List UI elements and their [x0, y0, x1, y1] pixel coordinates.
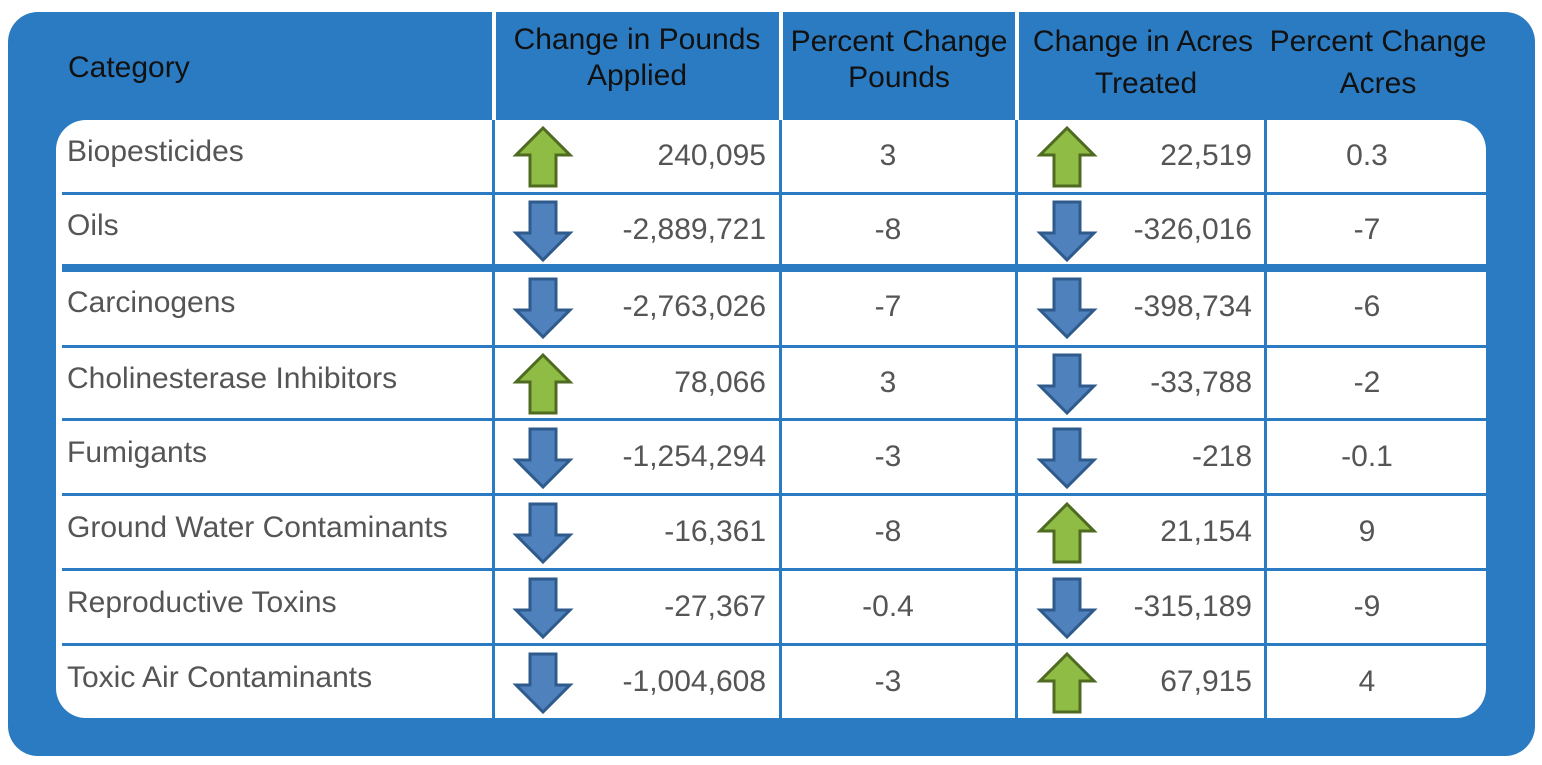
header-acres-line1: Change in Acres [1032, 25, 1254, 58]
category-cell: Biopesticides [67, 134, 244, 168]
acres-change-cell: 67,915 [1160, 665, 1252, 698]
percent-pounds-cell: -7 [874, 290, 902, 323]
pounds-change-cell: -1,004,608 [622, 665, 766, 698]
percent-acres-cell: -2 [1353, 365, 1381, 399]
acres-change-cell: -326,016 [1133, 212, 1252, 246]
down-arrow-icon [512, 501, 574, 565]
category-cell: Carcinogens [67, 286, 236, 319]
percent-acres-cell: 9 [1358, 514, 1376, 548]
up-arrow-icon [1036, 501, 1098, 565]
down-arrow-icon [1036, 352, 1098, 416]
header-percent-pounds: Percent Change Pounds [783, 24, 1015, 96]
row-divider [62, 493, 1486, 496]
header-pct-pounds-line1: Percent Change [790, 25, 1008, 58]
row-divider [62, 345, 1486, 348]
up-arrow-icon [1036, 651, 1098, 715]
category-cell: Toxic Air Contaminants [67, 661, 373, 694]
up-arrow-icon [512, 352, 574, 416]
row-divider [62, 643, 1486, 646]
percent-pounds-cell: -8 [874, 514, 902, 548]
up-arrow-icon [1036, 125, 1098, 189]
percent-pounds-cell: -3 [874, 665, 902, 698]
percent-acres-cell: 4 [1358, 665, 1376, 698]
header-acres-line2: Treated [1094, 67, 1198, 100]
header-pounds-applied: Change in Pounds Applied [498, 22, 776, 94]
column-divider [779, 120, 782, 720]
percent-pounds-cell: 3 [879, 138, 897, 172]
down-arrow-icon [1036, 426, 1098, 490]
down-arrow-icon [1036, 576, 1098, 640]
percent-pounds-cell: -8 [874, 212, 902, 246]
column-divider [492, 120, 495, 720]
pounds-change-cell: 240,095 [657, 138, 766, 172]
percent-acres-cell: -0.1 [1341, 439, 1393, 473]
header-acres-treated: Change in Acres Treated [1025, 24, 1261, 102]
down-arrow-icon [512, 576, 574, 640]
pounds-change-cell: -2,763,026 [622, 290, 766, 323]
pounds-change-cell: -27,367 [664, 589, 766, 623]
category-cell: Cholinesterase Inhibitors [67, 361, 398, 395]
pounds-change-cell: -16,361 [664, 514, 766, 548]
percent-acres-cell: -9 [1353, 589, 1381, 623]
row-divider [62, 264, 1486, 272]
down-arrow-icon [512, 199, 574, 263]
pounds-change-cell: -1,254,294 [622, 439, 766, 473]
down-arrow-icon [512, 651, 574, 715]
row-divider [62, 568, 1486, 571]
percent-pounds-cell: -3 [874, 439, 902, 473]
category-cell: Oils [67, 208, 119, 242]
header-pct-acres-line2: Acres [1339, 67, 1417, 100]
percent-acres-cell: -6 [1353, 290, 1381, 323]
category-cell: Fumigants [67, 435, 208, 469]
header-pounds-line2: Applied [586, 59, 688, 92]
pounds-change-cell: 78,066 [674, 365, 766, 399]
header-divider [492, 12, 496, 120]
header-pct-acres-line1: Percent Change [1269, 25, 1487, 58]
header-divider [779, 12, 783, 120]
percent-pounds-cell: -0.4 [862, 589, 914, 623]
down-arrow-icon [1036, 276, 1098, 340]
header-category: Category [68, 51, 190, 84]
acres-change-cell: -218 [1191, 439, 1252, 473]
percent-acres-cell: -7 [1353, 212, 1381, 246]
down-arrow-icon [512, 276, 574, 340]
column-divider [1264, 120, 1267, 720]
category-cell: Ground Water Contaminants [67, 510, 448, 544]
down-arrow-icon [1036, 199, 1098, 263]
header-divider [1015, 12, 1019, 120]
category-cell: Reproductive Toxins [67, 585, 337, 619]
header-percent-acres: Percent Change Acres [1262, 24, 1494, 102]
up-arrow-icon [512, 125, 574, 189]
header-pct-pounds-line2: Pounds [848, 61, 950, 94]
row-divider [62, 192, 1486, 195]
percent-acres-cell: 0.3 [1346, 138, 1388, 172]
column-divider [1015, 120, 1018, 720]
acres-change-cell: -315,189 [1133, 589, 1252, 623]
header-pounds-line1: Change in Pounds [513, 23, 761, 56]
pounds-change-cell: -2,889,721 [622, 212, 766, 246]
down-arrow-icon [512, 426, 574, 490]
acres-change-cell: -398,734 [1133, 290, 1252, 323]
acres-change-cell: -33,788 [1150, 365, 1252, 399]
row-divider [62, 418, 1486, 421]
percent-pounds-cell: 3 [879, 365, 897, 399]
acres-change-cell: 22,519 [1160, 138, 1252, 172]
acres-change-cell: 21,154 [1160, 514, 1252, 548]
